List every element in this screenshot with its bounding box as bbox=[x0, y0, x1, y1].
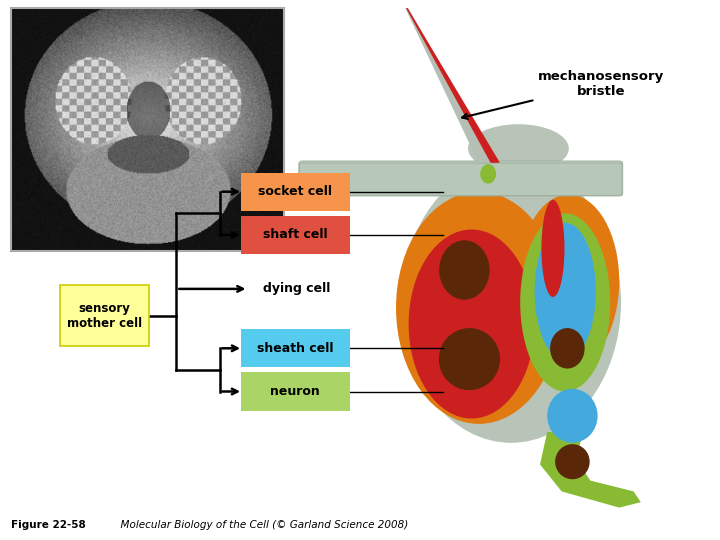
FancyBboxPatch shape bbox=[299, 161, 623, 196]
Ellipse shape bbox=[480, 164, 496, 184]
FancyBboxPatch shape bbox=[240, 172, 349, 211]
FancyBboxPatch shape bbox=[60, 285, 148, 347]
Ellipse shape bbox=[518, 194, 619, 367]
Text: dying cell: dying cell bbox=[263, 282, 330, 295]
Polygon shape bbox=[405, 8, 497, 168]
Ellipse shape bbox=[541, 200, 564, 297]
Ellipse shape bbox=[396, 192, 562, 424]
Ellipse shape bbox=[534, 222, 596, 361]
FancyBboxPatch shape bbox=[240, 329, 349, 367]
Text: sheath cell: sheath cell bbox=[257, 342, 333, 355]
Text: Molecular Biology of the Cell (© Garland Science 2008): Molecular Biology of the Cell (© Garland… bbox=[114, 520, 409, 530]
Text: socket cell: socket cell bbox=[258, 185, 332, 198]
Polygon shape bbox=[406, 8, 500, 165]
Ellipse shape bbox=[402, 162, 621, 443]
Ellipse shape bbox=[550, 328, 585, 368]
FancyBboxPatch shape bbox=[240, 373, 349, 410]
Ellipse shape bbox=[555, 444, 590, 480]
Ellipse shape bbox=[409, 230, 534, 418]
FancyBboxPatch shape bbox=[240, 215, 349, 254]
Text: mechanosensory
bristle: mechanosensory bristle bbox=[462, 70, 665, 119]
Ellipse shape bbox=[438, 328, 500, 390]
Text: Figure 22-58: Figure 22-58 bbox=[11, 520, 86, 530]
Polygon shape bbox=[540, 432, 641, 508]
Text: sensory
mother cell: sensory mother cell bbox=[67, 302, 142, 330]
FancyBboxPatch shape bbox=[300, 163, 622, 195]
Ellipse shape bbox=[439, 240, 490, 300]
Text: shaft cell: shaft cell bbox=[263, 228, 328, 241]
Text: neuron: neuron bbox=[270, 385, 320, 398]
Ellipse shape bbox=[547, 389, 598, 443]
Bar bbox=[11, 8, 284, 251]
Ellipse shape bbox=[468, 124, 569, 173]
Ellipse shape bbox=[520, 213, 610, 392]
